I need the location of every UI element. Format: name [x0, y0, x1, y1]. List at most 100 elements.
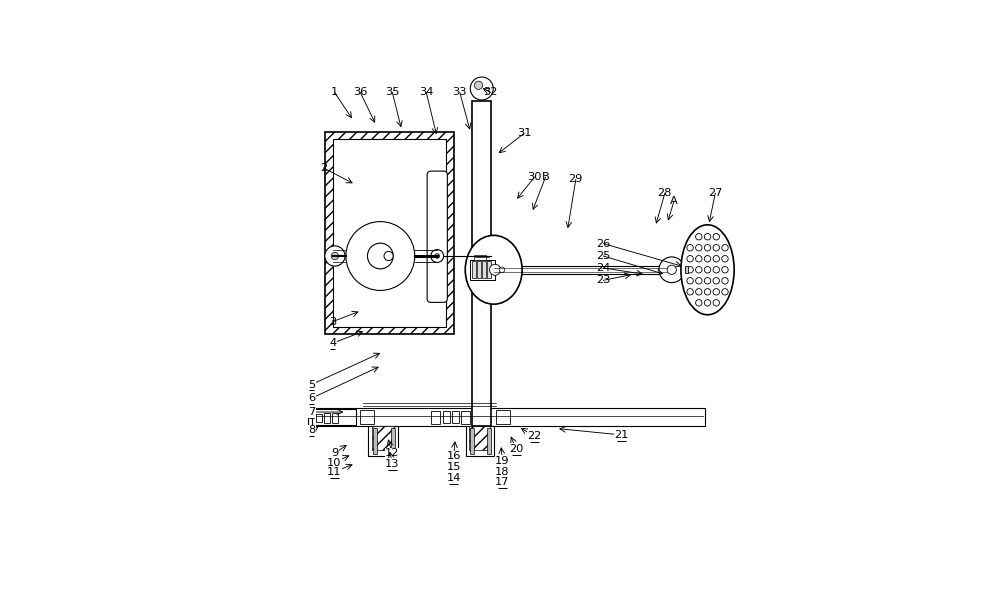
Bar: [332, 413, 338, 423]
Text: 4: 4: [329, 338, 336, 348]
Text: 18: 18: [495, 467, 510, 477]
Circle shape: [346, 222, 415, 290]
Text: 16: 16: [447, 451, 461, 461]
Circle shape: [704, 278, 711, 284]
Bar: [368, 426, 398, 455]
Bar: [487, 261, 491, 278]
Bar: [373, 428, 377, 454]
Bar: [308, 408, 705, 426]
Text: 12: 12: [385, 448, 399, 458]
Text: 32: 32: [483, 87, 498, 97]
Circle shape: [722, 256, 728, 262]
Text: 31: 31: [517, 129, 531, 138]
Circle shape: [331, 252, 339, 260]
Circle shape: [704, 288, 711, 295]
Bar: [466, 426, 494, 455]
Bar: [685, 266, 688, 274]
Text: 23: 23: [596, 275, 611, 285]
Circle shape: [431, 250, 444, 262]
Bar: [391, 428, 395, 454]
FancyBboxPatch shape: [427, 171, 447, 302]
Circle shape: [713, 244, 719, 251]
Circle shape: [713, 300, 719, 306]
Circle shape: [659, 257, 685, 283]
Text: 20: 20: [509, 444, 523, 454]
Bar: [333, 139, 446, 327]
Text: 5: 5: [308, 380, 315, 390]
Text: 36: 36: [353, 87, 367, 97]
Text: 24: 24: [596, 263, 610, 273]
Text: 14: 14: [447, 473, 461, 483]
Text: 10: 10: [327, 458, 342, 467]
Bar: [431, 411, 440, 424]
Circle shape: [713, 234, 719, 240]
Circle shape: [499, 267, 505, 272]
Text: 9: 9: [331, 448, 338, 458]
Circle shape: [696, 300, 702, 306]
Bar: [325, 132, 454, 334]
Circle shape: [722, 266, 728, 273]
Text: 21: 21: [615, 430, 629, 440]
Text: 15: 15: [447, 462, 461, 472]
Text: 2: 2: [320, 163, 327, 173]
Circle shape: [490, 264, 501, 275]
Text: 35: 35: [385, 87, 400, 97]
Text: B: B: [542, 172, 549, 182]
Circle shape: [470, 77, 493, 100]
Text: 13: 13: [385, 459, 400, 469]
Text: 1: 1: [331, 87, 338, 97]
Text: 25: 25: [596, 251, 611, 261]
Bar: [324, 413, 330, 423]
Circle shape: [696, 244, 702, 251]
Bar: [472, 101, 491, 426]
Circle shape: [713, 278, 719, 284]
Bar: [452, 411, 459, 423]
Circle shape: [687, 278, 693, 284]
Circle shape: [722, 278, 728, 284]
Circle shape: [696, 266, 702, 273]
Bar: [482, 261, 486, 278]
Ellipse shape: [681, 225, 734, 315]
Circle shape: [367, 243, 393, 269]
Text: 34: 34: [419, 87, 433, 97]
Circle shape: [696, 234, 702, 240]
Circle shape: [667, 265, 676, 274]
Bar: [316, 414, 322, 422]
Bar: [443, 411, 450, 423]
Circle shape: [713, 256, 719, 262]
Circle shape: [474, 81, 483, 89]
Bar: [470, 260, 495, 280]
Circle shape: [687, 244, 693, 251]
Text: A: A: [670, 196, 678, 206]
Circle shape: [384, 252, 393, 260]
Circle shape: [325, 246, 345, 266]
Text: 30: 30: [527, 172, 542, 182]
Text: 19: 19: [495, 456, 510, 465]
Text: 29: 29: [569, 175, 583, 184]
Text: 7: 7: [308, 407, 315, 417]
Circle shape: [713, 266, 719, 273]
Circle shape: [704, 266, 711, 273]
Bar: [472, 261, 476, 278]
Circle shape: [696, 288, 702, 295]
Text: 8: 8: [308, 426, 315, 436]
Bar: [487, 428, 491, 454]
Bar: [491, 266, 669, 274]
Bar: [372, 426, 394, 450]
Text: 3: 3: [329, 316, 336, 327]
Bar: [477, 261, 481, 278]
Circle shape: [435, 254, 440, 258]
Circle shape: [713, 288, 719, 295]
Circle shape: [687, 266, 693, 273]
Circle shape: [687, 288, 693, 295]
Text: 22: 22: [527, 432, 542, 442]
Circle shape: [696, 256, 702, 262]
Text: 27: 27: [708, 188, 723, 198]
Text: 33: 33: [452, 87, 467, 97]
Text: 28: 28: [658, 188, 672, 198]
Text: 11: 11: [327, 467, 342, 477]
Circle shape: [704, 244, 711, 251]
Bar: [496, 409, 510, 424]
Circle shape: [704, 300, 711, 306]
Bar: [470, 428, 474, 454]
